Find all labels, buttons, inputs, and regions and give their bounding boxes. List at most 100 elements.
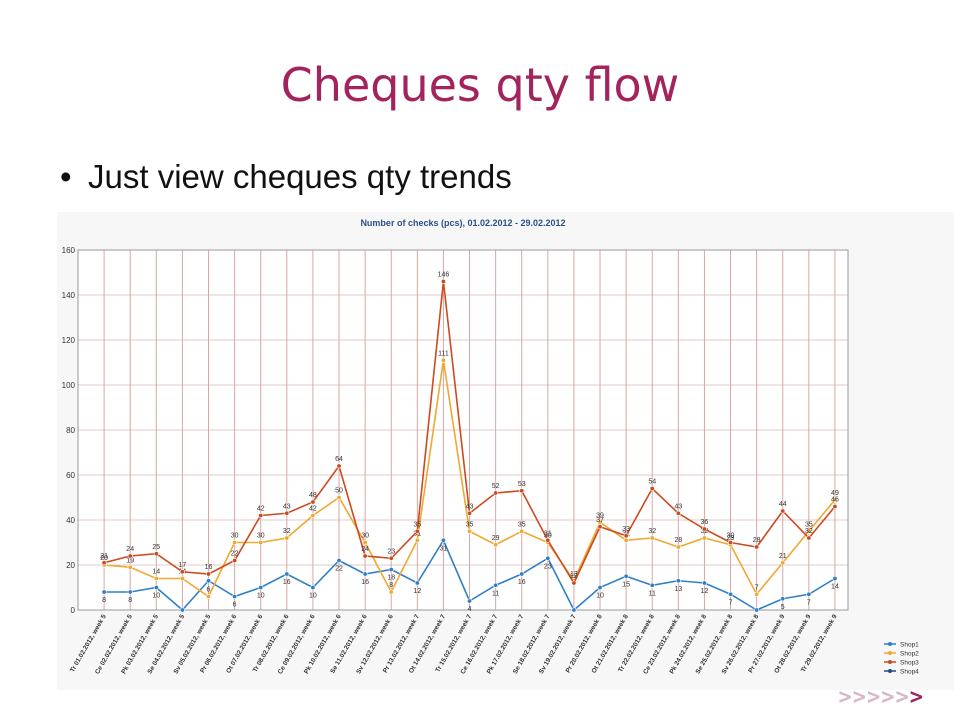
- data-label: 30: [257, 533, 265, 540]
- data-point: [258, 584, 264, 590]
- y-tick-label: 20: [66, 561, 75, 570]
- data-label: 31: [544, 530, 552, 537]
- data-point: [780, 596, 786, 602]
- footer-arrows: >>>>>>: [839, 685, 924, 710]
- data-label: 16: [283, 579, 291, 586]
- data-point: [336, 557, 342, 563]
- data-point: [728, 539, 734, 545]
- data-point: [153, 551, 159, 557]
- legend-label: Shop1: [900, 642, 919, 649]
- data-label: 31: [440, 545, 448, 552]
- data-point: [414, 580, 420, 586]
- data-label: 10: [596, 593, 604, 600]
- data-point: [310, 512, 316, 518]
- data-point: [571, 607, 577, 613]
- data-label: 32: [283, 528, 291, 535]
- data-label: 35: [413, 521, 421, 528]
- data-label: 32: [805, 528, 813, 535]
- data-point: [754, 607, 760, 613]
- data-point: [519, 488, 525, 494]
- data-label: 7: [729, 599, 733, 606]
- data-label: 20: [100, 555, 108, 562]
- data-point: [467, 598, 473, 604]
- data-point: [701, 535, 707, 541]
- data-label: 16: [205, 564, 213, 571]
- plot-border: [77, 249, 849, 611]
- data-label: 16: [518, 579, 526, 586]
- data-label: 30: [361, 533, 369, 540]
- data-point: [493, 490, 499, 496]
- data-point: [623, 533, 629, 539]
- data-point: [336, 494, 342, 500]
- data-label: 23: [387, 548, 395, 555]
- data-point: [780, 560, 786, 566]
- data-label: 30: [544, 533, 552, 540]
- data-label: 4: [468, 606, 472, 613]
- y-tick-label: 0: [71, 606, 76, 615]
- data-point: [153, 584, 159, 590]
- data-point: [284, 535, 290, 541]
- data-label: 30: [231, 533, 239, 540]
- bullet-point: • Just view cheques qty trends: [60, 158, 512, 196]
- data-label: 11: [649, 590, 656, 597]
- data-label: 8: [102, 597, 106, 604]
- data-label: 12: [570, 573, 578, 580]
- data-point: [675, 510, 681, 516]
- data-point: [127, 553, 133, 559]
- data-point: [701, 526, 707, 532]
- data-point: [414, 537, 420, 543]
- data-label: 13: [674, 586, 682, 593]
- data-label: 29: [727, 535, 735, 542]
- chart-title: Number of checks (pcs), 01.02.2012 - 29.…: [360, 218, 565, 228]
- data-point: [545, 537, 551, 543]
- data-point: [388, 589, 394, 595]
- data-label: 6: [233, 602, 237, 609]
- data-point: [832, 497, 838, 503]
- data-label: 11: [492, 590, 499, 597]
- data-point: [232, 593, 238, 599]
- legend-marker: [888, 642, 892, 646]
- data-point: [493, 582, 499, 588]
- data-point: [310, 584, 316, 590]
- data-label: 14: [831, 584, 839, 591]
- data-label: 8: [389, 582, 393, 589]
- data-point: [545, 555, 551, 561]
- data-point: [467, 510, 473, 516]
- data-point: [519, 528, 525, 534]
- data-point: [623, 537, 629, 543]
- data-label: 14: [152, 569, 160, 576]
- data-label: 10: [309, 593, 317, 600]
- data-label: 29: [492, 535, 500, 542]
- data-label: 32: [701, 528, 709, 535]
- data-point: [232, 557, 238, 563]
- data-point: [179, 607, 185, 613]
- data-label: 44: [779, 501, 787, 508]
- data-label: 19: [126, 557, 134, 564]
- data-label: 35: [518, 521, 526, 528]
- data-point: [493, 542, 499, 548]
- data-point: [780, 508, 786, 514]
- data-label: 21: [779, 553, 787, 560]
- data-point: [284, 571, 290, 577]
- data-point: [649, 582, 655, 588]
- data-point: [701, 580, 707, 586]
- data-point: [101, 589, 107, 595]
- data-point: [310, 499, 316, 505]
- y-tick-label: 60: [66, 471, 75, 480]
- data-label: 49: [831, 490, 839, 497]
- data-label: 28: [753, 537, 761, 544]
- data-point: [362, 539, 368, 545]
- data-point: [258, 512, 264, 518]
- data-point: [675, 578, 681, 584]
- legend-marker: [888, 651, 892, 655]
- legend-label: Shop3: [900, 660, 919, 667]
- data-point: [675, 544, 681, 550]
- data-point: [388, 566, 394, 572]
- data-label: 10: [257, 593, 265, 600]
- data-point: [832, 503, 838, 509]
- y-tick-label: 160: [62, 246, 76, 255]
- data-point: [179, 575, 185, 581]
- data-label: 16: [361, 579, 369, 586]
- legend-marker: [888, 669, 892, 673]
- data-label: 22: [335, 566, 343, 573]
